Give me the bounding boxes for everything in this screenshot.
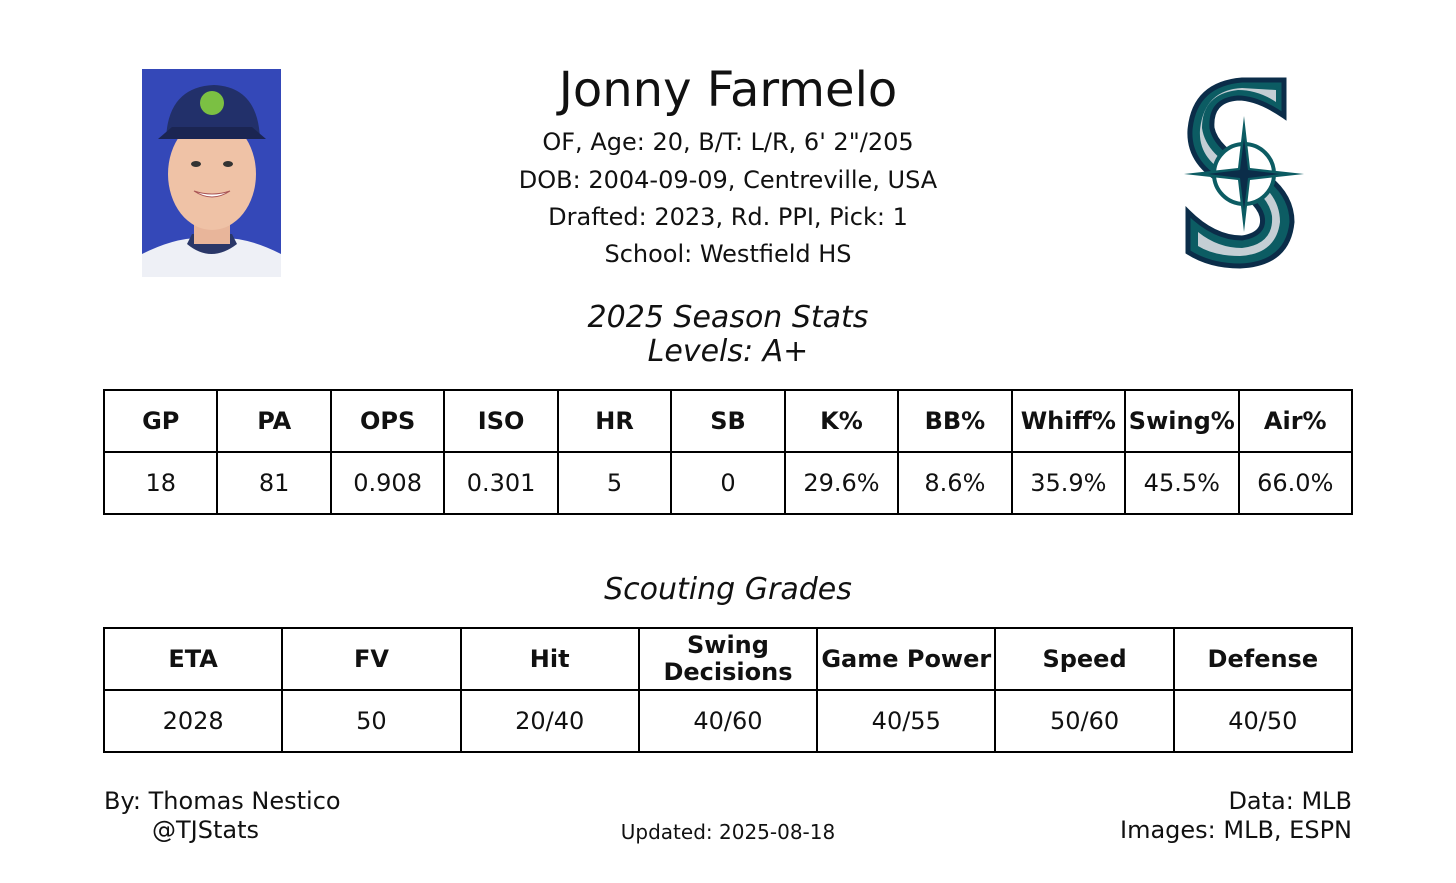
team-logo <box>1184 77 1304 269</box>
header-row: GP PA OPS ISO HR SB K% BB% Whiff% Swing% Air% <box>102 389 1354 453</box>
cell: 45.5% <box>1124 451 1240 515</box>
grades-table: ETA FV Hit Swing Decisions Game Power Speed De… <box>102 627 1354 753</box>
column-header: OPS <box>329 389 446 453</box>
cell: 81 <box>216 451 332 515</box>
cell: 0.908 <box>329 451 446 515</box>
stats-table: GP PA OPS ISO HR SB K% BB% Whiff% Swing% Air% 18 81 0… <box>102 389 1354 515</box>
data-row: 18 81 0.908 0.301 5 0 29.6% 8.6% 35.9% 45.5% 66.0% <box>102 451 1354 515</box>
column-header: GP <box>102 389 219 453</box>
column-header: FV <box>281 627 462 691</box>
column-header: Hit <box>459 627 640 691</box>
column-header: Swing Decisions <box>637 627 819 691</box>
info-line: DOB: 2004-09-09, Centreville, USA <box>518 166 938 194</box>
cell: 0 <box>670 451 786 515</box>
cell: 20/40 <box>459 689 640 753</box>
column-header: ISO <box>443 389 559 453</box>
section-title: 2025 Season Stats <box>587 300 869 335</box>
cell: 2028 <box>102 689 284 753</box>
footer-data: Data: MLB <box>1228 787 1352 815</box>
column-header: Game Power <box>816 627 997 691</box>
cell: 66.0% <box>1237 451 1354 515</box>
cell: 5 <box>556 451 673 515</box>
info-line: School: Westfield HS <box>604 240 852 268</box>
cell: 50/60 <box>994 689 1175 753</box>
section-subtitle: Levels: A+ <box>647 334 809 369</box>
column-header: BB% <box>897 389 1013 453</box>
cell: 40/60 <box>637 689 819 753</box>
info-line: Drafted: 2023, Rd. PPI, Pick: 1 <box>548 203 908 231</box>
column-header: SB <box>670 389 786 453</box>
column-header: Swing% <box>1124 389 1240 453</box>
cell: 8.6% <box>897 451 1013 515</box>
footer-handle: @TJStats <box>152 816 260 844</box>
cell: 29.6% <box>783 451 900 515</box>
footer-author: By: Thomas Nestico <box>104 787 341 815</box>
column-header: PA <box>216 389 332 453</box>
cell: 40/55 <box>816 689 997 753</box>
player-photo <box>142 69 281 277</box>
column-header: HR <box>556 389 673 453</box>
column-header: Whiff% <box>1010 389 1127 453</box>
cell: 40/50 <box>1172 689 1354 753</box>
info-line: OF, Age: 20, B/T: L/R, 6' 2"/205 <box>542 128 914 156</box>
cell: 50 <box>281 689 462 753</box>
footer-updated: Updated: 2025-08-18 <box>620 820 836 844</box>
column-header: K% <box>783 389 900 453</box>
column-header: ETA <box>102 627 284 691</box>
footer-images: Images: MLB, ESPN <box>1119 816 1352 844</box>
section-title: Scouting Grades <box>604 572 852 607</box>
cell: 35.9% <box>1010 451 1127 515</box>
column-header: Defense <box>1172 627 1354 691</box>
column-header: Air% <box>1237 389 1354 453</box>
cell: 18 <box>102 451 219 515</box>
cell: 0.301 <box>443 451 559 515</box>
column-header: Speed <box>994 627 1175 691</box>
data-row: 2028 50 20/40 40/60 40/55 50/60 40/50 <box>102 689 1354 753</box>
player-name: Jonny Farmelo <box>558 62 898 118</box>
header-row: ETA FV Hit Swing Decisions Game Power Speed De… <box>102 627 1354 691</box>
